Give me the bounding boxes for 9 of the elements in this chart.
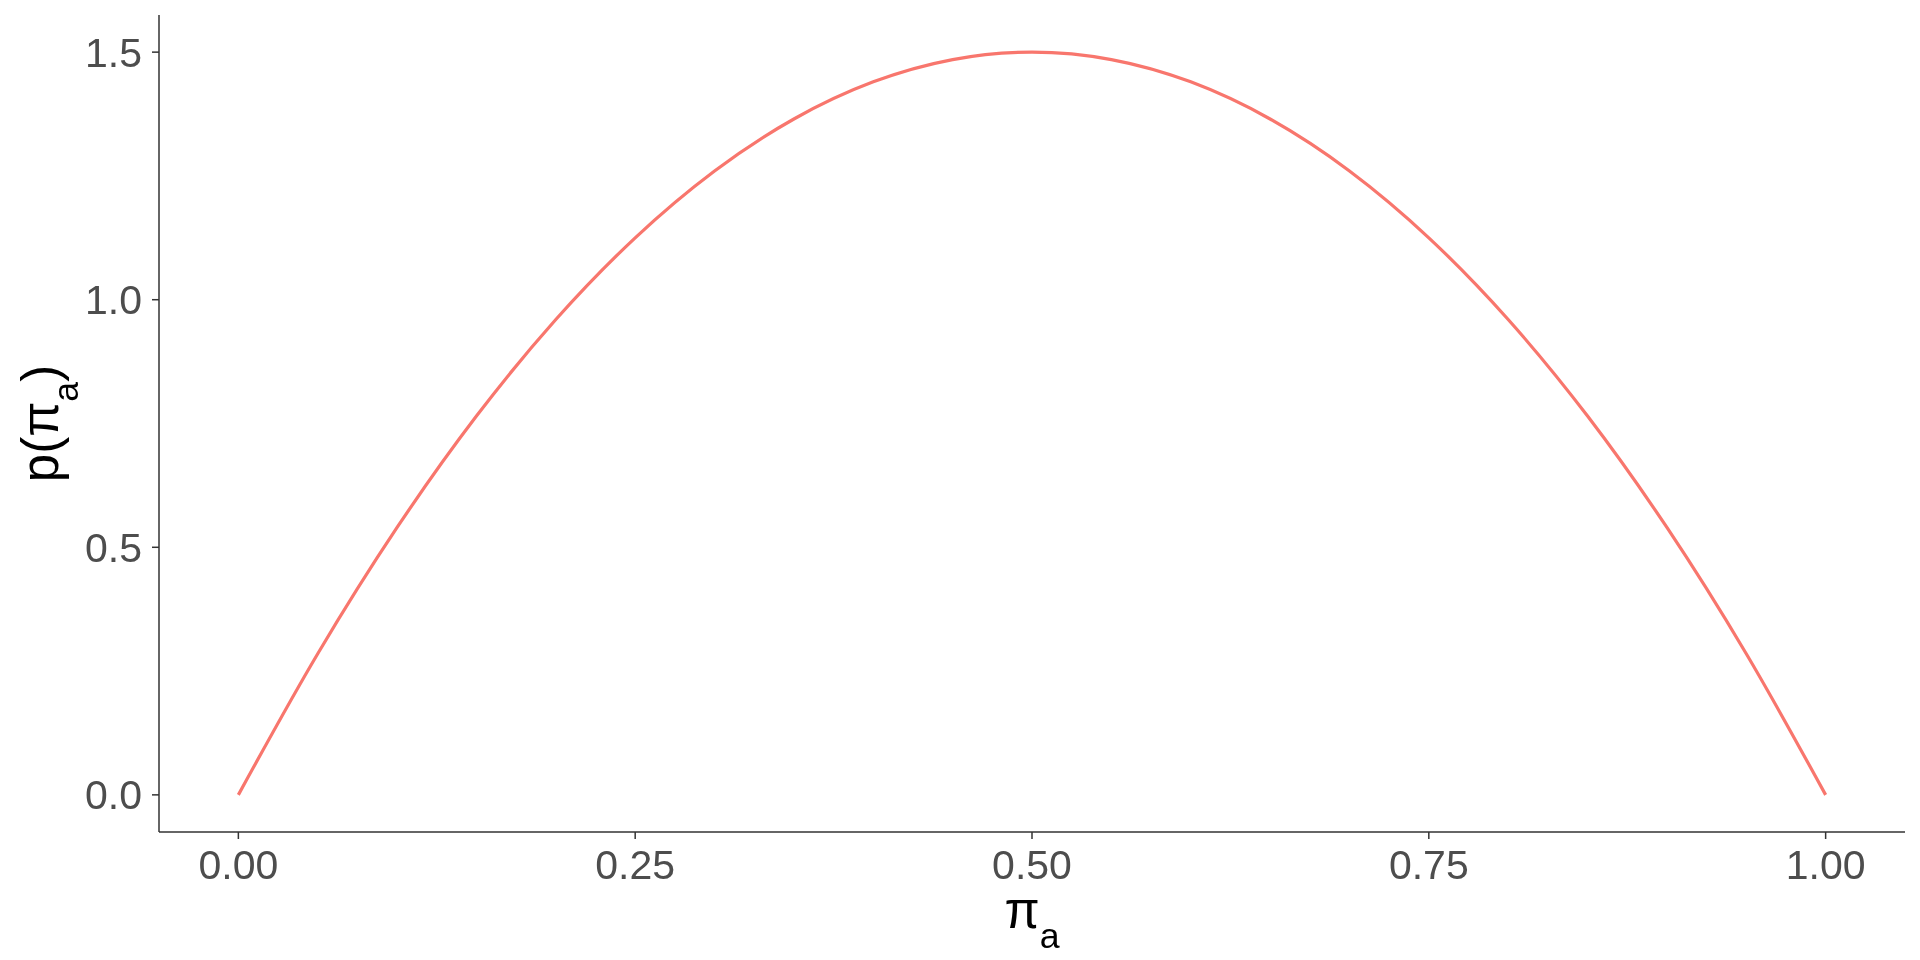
x-tick-label: 1.00 xyxy=(1785,842,1866,889)
y-tick-label: 0.0 xyxy=(85,772,142,819)
y-tick-label: 1.0 xyxy=(85,277,142,324)
x-tick-label: 0.25 xyxy=(595,842,676,889)
x-tick-label: 0.00 xyxy=(198,842,279,889)
y-tick-label: 1.5 xyxy=(85,29,142,76)
line-series xyxy=(236,50,1828,797)
y-tick-label: 0.5 xyxy=(85,524,142,571)
x-tick-label: 0.75 xyxy=(1388,842,1469,889)
